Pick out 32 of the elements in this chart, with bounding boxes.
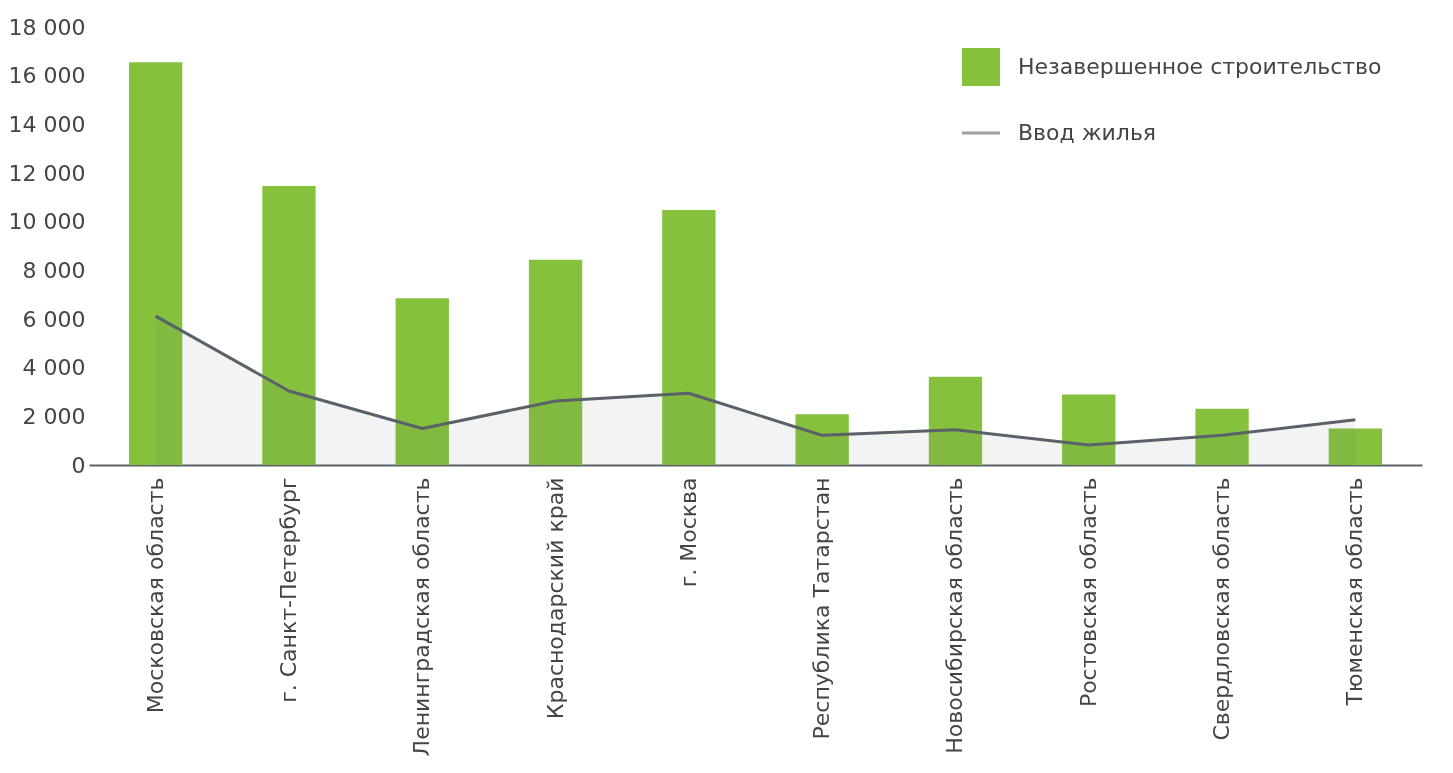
y-tick-label: 6 000 <box>22 306 86 332</box>
bar <box>795 414 849 465</box>
y-tick-label: 2 000 <box>22 403 86 429</box>
bar <box>262 185 316 465</box>
x-tick-label: г. Москва <box>675 477 701 588</box>
y-tick-label: 18 000 <box>8 14 86 40</box>
x-tick-label: Ленинградская область <box>409 477 435 757</box>
x-tick-label: Краснодарский край <box>542 477 568 720</box>
x-tick-label: Свердловская область <box>1209 477 1235 741</box>
bar <box>1328 428 1383 465</box>
bar <box>928 376 983 465</box>
y-tick-label: 10 000 <box>8 209 86 235</box>
bar <box>395 298 449 465</box>
bar <box>662 209 716 465</box>
x-tick-label: Новосибирская область <box>942 477 968 754</box>
y-tick-label: 12 000 <box>8 160 86 186</box>
y-tick-label: 14 000 <box>8 111 86 137</box>
x-tick-label: Московская область <box>142 477 168 714</box>
y-tick-label: 8 000 <box>22 257 86 283</box>
y-tick-label: 0 <box>71 452 86 478</box>
y-tick-label: 4 000 <box>22 355 86 381</box>
bar <box>128 62 183 465</box>
bar <box>1062 394 1116 465</box>
legend-label: Ввод жилья <box>1018 120 1157 145</box>
bar <box>528 259 583 465</box>
y-tick-label: 16 000 <box>8 63 86 89</box>
legend-label: Незавершенное строительство <box>1018 54 1382 79</box>
x-tick-label: г. Санкт-Петербург <box>275 477 301 703</box>
x-tick-label: Ростовская область <box>1075 477 1101 708</box>
x-tick-label: Тюменская область <box>1342 477 1368 707</box>
x-tick-label: Республика Татарстан <box>809 477 835 740</box>
bar <box>1195 408 1249 465</box>
